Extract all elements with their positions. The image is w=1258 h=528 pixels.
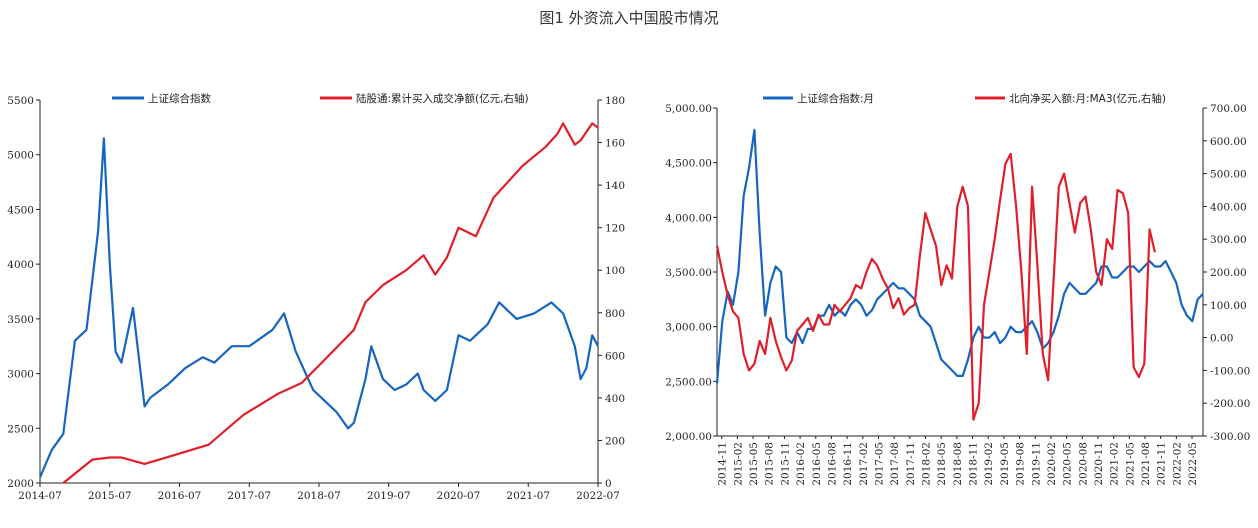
x-tick-label: 2017-02 — [858, 442, 870, 486]
y-right-tick-label: 700.00 — [1210, 103, 1247, 115]
x-tick-label: 2016-08 — [826, 442, 838, 486]
x-tick-label: 2021-02 — [1109, 442, 1121, 486]
x-tick-label: 2019-08 — [1015, 442, 1027, 486]
x-tick-label: 2019-11 — [1030, 442, 1042, 486]
y-right-tick-label: 0 — [605, 478, 612, 490]
chart-monthly-ma3: 2,000.00 2,500.00 3,000.00 3,500.00 4,000.00… — [665, 92, 1250, 486]
x-tick-label: 2018-08 — [952, 442, 964, 486]
y-right-tick-label: 0.00 — [1210, 333, 1233, 345]
x-tick-label: 2022-07 — [576, 490, 620, 502]
y-right-tick-label: 100.00 — [1210, 300, 1247, 312]
figure-title: 图1 外资流入中国股市情况 — [539, 9, 719, 27]
y-left-tick-label: 2500 — [7, 423, 34, 435]
x-tick-label: 2016-07 — [158, 490, 202, 502]
x-tick-label: 2014-11 — [717, 442, 729, 486]
x-tick-label: 2015-08 — [764, 442, 776, 486]
x-tick-label: 2018-11 — [968, 442, 980, 486]
x-tick-label: 2014-07 — [18, 490, 62, 502]
y-left-tick-label: 4000 — [7, 259, 34, 271]
x-tick-label: 2020-08 — [1077, 442, 1089, 486]
y-right-tick-label: 6000 — [605, 350, 625, 362]
y-right-tick-label: -200.00 — [1210, 398, 1250, 410]
legend-label: 上证综合指数 — [148, 92, 211, 105]
y-left-tick-label: 5,000.00 — [665, 103, 712, 115]
x-tick-label: 2016-11 — [842, 442, 854, 486]
y-right-tick-label: -300.00 — [1210, 431, 1250, 443]
x-tick-label: 2020-11 — [1093, 442, 1105, 486]
x-tick-label: 2021-07 — [506, 490, 550, 502]
x-tick-label: 2021-05 — [1124, 442, 1136, 486]
x-tick-label: 2020-07 — [437, 490, 481, 502]
y-right-tick-label: 12000 — [605, 223, 625, 235]
series-line-shanghai-monthly — [715, 128, 1204, 384]
y-right-tick-label: 18000 — [605, 95, 625, 107]
y-left-tick-label: 5500 — [7, 95, 34, 107]
x-tick-label: 2017-05 — [873, 442, 885, 486]
x-tick-label: 2016-02 — [795, 442, 807, 486]
y-left-tick-label: 3500 — [7, 314, 34, 326]
x-tick-label: 2019-02 — [983, 442, 995, 486]
legend-label: 陆股通:累计买入成交净额(亿元,右轴) — [356, 92, 529, 105]
y-left-tick-label: 3,500.00 — [665, 267, 712, 279]
y-left-tick-label: 3000 — [7, 369, 34, 381]
y-right-tick-label: 14000 — [605, 180, 625, 192]
y-left-tick-label: 2,500.00 — [665, 376, 712, 388]
series-line-shanghai-index — [38, 137, 599, 478]
legend-label: 上证综合指数:月 — [797, 92, 874, 105]
x-tick-label: 2015-07 — [88, 490, 132, 502]
x-tick-label: 2016-05 — [811, 442, 823, 486]
x-tick-label: 2017-08 — [889, 442, 901, 486]
x-tick-label: 2018-02 — [921, 442, 933, 486]
chart-cumulative-net-buy: 2000 2500 3000 3500 4000 4500 5000 5500 0 2000 400… — [7, 92, 625, 502]
y-right-tick-label: 10000 — [605, 265, 625, 277]
x-tick-label: 2015-11 — [779, 442, 791, 486]
x-tick-label: 2015-05 — [748, 442, 760, 486]
y-left-tick-label: 4500 — [7, 204, 34, 216]
y-right-tick-label: 400.00 — [1210, 201, 1247, 213]
y-left-tick-label: 2,000.00 — [665, 431, 712, 443]
x-tick-label: 2022-02 — [1171, 442, 1183, 486]
x-tick-label: 2017-11 — [905, 442, 917, 486]
x-tick-label: 2018-07 — [297, 490, 341, 502]
x-tick-label: 2022-05 — [1187, 442, 1199, 486]
y-left-tick-label: 2000 — [7, 478, 34, 490]
series-line-northbound-ma3 — [715, 152, 1156, 421]
x-tick-label: 2019-05 — [999, 442, 1011, 486]
x-tick-label: 2015-02 — [732, 442, 744, 486]
y-left-tick-label: 5000 — [7, 150, 34, 162]
y-right-tick-label: 4000 — [605, 393, 625, 405]
x-tick-label: 2020-05 — [1062, 442, 1074, 486]
y-right-tick-label: -100.00 — [1210, 365, 1250, 377]
x-tick-label: 2018-05 — [936, 442, 948, 486]
series-line-cumulative-net-buy — [62, 122, 599, 484]
x-tick-label: 2020-02 — [1046, 442, 1058, 486]
legend-label: 北向净买入额:月:MA3(亿元,右轴) — [1009, 92, 1166, 105]
y-right-tick-label: 200.00 — [1210, 267, 1247, 279]
y-right-tick-label: 16000 — [605, 138, 625, 150]
x-tick-label: 2021-11 — [1156, 442, 1168, 486]
y-right-tick-label: 8000 — [605, 308, 625, 320]
y-left-tick-label: 3,000.00 — [665, 322, 712, 334]
y-left-tick-label: 4,000.00 — [665, 212, 712, 224]
y-left-tick-label: 4,500.00 — [665, 158, 712, 170]
x-tick-label: 2017-07 — [227, 490, 271, 502]
y-right-tick-label: 500.00 — [1210, 169, 1247, 181]
y-right-tick-label: 600.00 — [1210, 136, 1247, 148]
x-tick-label: 2021-08 — [1140, 442, 1152, 486]
y-right-tick-label: 2000 — [605, 435, 625, 447]
y-right-tick-label: 300.00 — [1210, 234, 1247, 246]
x-tick-label: 2019-07 — [367, 490, 411, 502]
